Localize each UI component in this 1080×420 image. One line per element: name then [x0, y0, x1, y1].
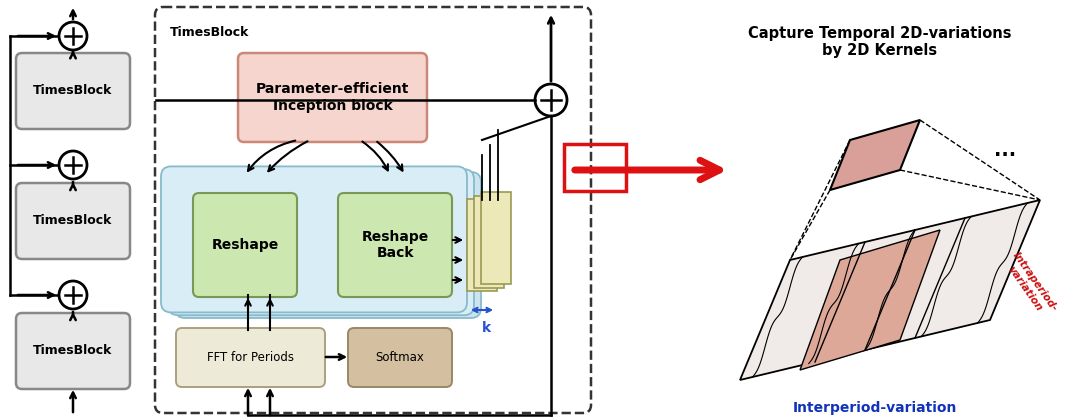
FancyBboxPatch shape: [161, 166, 467, 312]
Text: Softmax: Softmax: [376, 351, 424, 364]
FancyBboxPatch shape: [481, 192, 511, 284]
Text: Reshape: Reshape: [212, 238, 279, 252]
FancyBboxPatch shape: [193, 193, 297, 297]
Text: Capture Temporal 2D-variations
by 2D Kernels: Capture Temporal 2D-variations by 2D Ker…: [748, 26, 1012, 58]
Polygon shape: [740, 200, 1040, 380]
FancyBboxPatch shape: [16, 53, 130, 129]
Text: Interperiod-variation: Interperiod-variation: [793, 401, 957, 415]
FancyBboxPatch shape: [348, 328, 453, 387]
FancyBboxPatch shape: [16, 313, 130, 389]
Polygon shape: [831, 120, 920, 190]
Text: TimesBlock: TimesBlock: [33, 84, 112, 97]
Text: k: k: [482, 321, 490, 335]
Text: TimesBlock: TimesBlock: [33, 344, 112, 357]
Text: Reshape
Back: Reshape Back: [362, 230, 429, 260]
FancyBboxPatch shape: [474, 195, 504, 288]
Text: Intraperiod-
variation: Intraperiod- variation: [1001, 250, 1059, 320]
Text: FFT for Periods: FFT for Periods: [207, 351, 294, 364]
FancyBboxPatch shape: [338, 193, 453, 297]
Text: ...: ...: [994, 141, 1016, 160]
FancyBboxPatch shape: [238, 53, 427, 142]
Text: TimesBlock: TimesBlock: [170, 26, 249, 39]
Polygon shape: [800, 230, 940, 370]
Text: TimesBlock: TimesBlock: [33, 215, 112, 228]
FancyBboxPatch shape: [156, 7, 591, 413]
FancyBboxPatch shape: [467, 199, 497, 291]
FancyBboxPatch shape: [168, 169, 474, 315]
FancyBboxPatch shape: [175, 172, 481, 318]
FancyBboxPatch shape: [16, 183, 130, 259]
Text: Parameter-efficient
Inception block: Parameter-efficient Inception block: [256, 82, 409, 113]
FancyBboxPatch shape: [176, 328, 325, 387]
